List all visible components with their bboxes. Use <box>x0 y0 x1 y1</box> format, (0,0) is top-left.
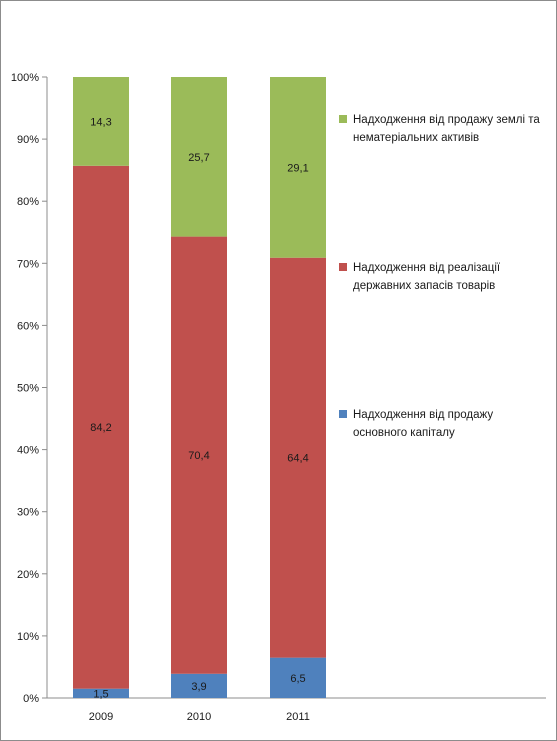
bar-segment <box>171 673 227 698</box>
legend-swatch-green <box>339 115 347 123</box>
data-label: 1,5 <box>93 688 108 700</box>
y-tick-label: 0% <box>23 693 39 705</box>
y-tick-label: 70% <box>17 258 39 270</box>
legend-item-state-reserves: Надходження від реалізації державних зап… <box>339 259 544 295</box>
x-tick-label: 2011 <box>286 711 310 723</box>
legend-label-land-sales: Надходження від продажу землі та нематер… <box>353 114 540 144</box>
data-label: 25,7 <box>188 152 209 164</box>
legend-item-capital-sales: Надходження від продажу основного капіта… <box>339 406 544 442</box>
data-label: 70,4 <box>188 450 209 462</box>
legend-label-capital-sales: Надходження від продажу основного капіта… <box>353 409 494 439</box>
bar-segment <box>270 657 326 698</box>
bar-segment <box>270 77 326 258</box>
x-tick-label: 2010 <box>187 711 211 723</box>
y-tick-label: 90% <box>17 134 39 146</box>
bar-segment <box>73 165 129 689</box>
bar-segment <box>73 688 129 698</box>
y-tick-label: 50% <box>17 383 39 395</box>
bar-segment <box>270 257 326 658</box>
bar-segment <box>73 77 129 166</box>
legend-label-state-reserves: Надходження від реалізації державних зап… <box>353 262 501 292</box>
data-label: 84,2 <box>90 422 111 434</box>
bar-segment <box>171 77 227 237</box>
y-tick-label: 10% <box>17 631 39 643</box>
data-label: 14,3 <box>90 116 111 128</box>
y-tick-label: 60% <box>17 320 39 332</box>
y-tick-label: 40% <box>17 445 39 457</box>
y-tick-label: 100% <box>11 72 39 84</box>
y-tick-label: 30% <box>17 507 39 519</box>
y-tick-label: 80% <box>17 196 39 208</box>
x-tick-label: 2009 <box>89 711 113 723</box>
y-tick-label: 20% <box>17 569 39 581</box>
data-label: 3,9 <box>191 681 206 693</box>
legend-item-land-sales: Надходження від продажу землі та нематер… <box>339 111 544 147</box>
data-label: 29,1 <box>287 162 308 174</box>
bar-segment <box>171 236 227 674</box>
legend-swatch-blue <box>339 410 347 418</box>
legend-swatch-red <box>339 263 347 271</box>
data-label: 6,5 <box>290 673 305 685</box>
data-label: 64,4 <box>287 453 308 465</box>
